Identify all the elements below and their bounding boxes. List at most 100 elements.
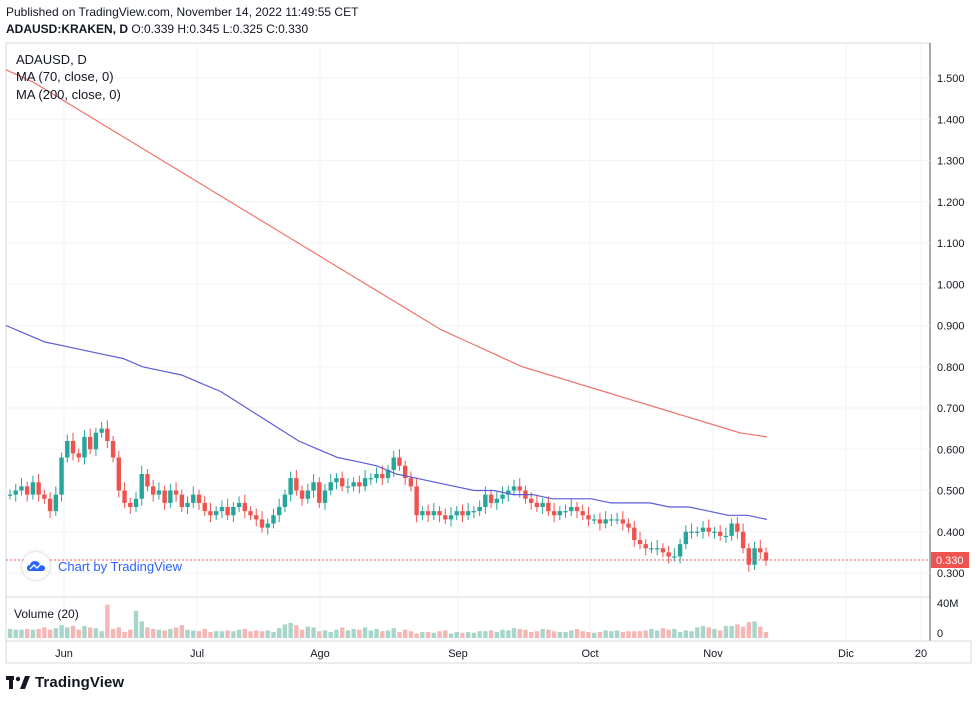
volume-bar — [156, 629, 162, 638]
volume-bar — [666, 629, 671, 638]
candle-body — [528, 498, 534, 503]
volume-bar — [637, 631, 643, 638]
candle-body — [402, 465, 408, 479]
volume-bar — [105, 604, 110, 638]
candle-body — [380, 474, 385, 479]
candle-body — [70, 441, 76, 454]
volume-bar — [122, 631, 127, 638]
volume-bar — [294, 625, 299, 638]
volume-bar — [357, 629, 362, 638]
volume-bar — [65, 627, 70, 638]
candle-body — [712, 531, 717, 533]
price-tick-label: 0.900 — [937, 321, 965, 333]
volume-bar — [683, 630, 689, 638]
candle-body — [162, 490, 167, 503]
time-tick-label: Oct — [581, 648, 598, 660]
volume-bar — [677, 631, 683, 638]
volume-bar — [162, 630, 167, 638]
volume-bar — [643, 630, 648, 638]
volume-bar — [317, 631, 322, 638]
volume-bar — [328, 631, 333, 638]
candle-body — [242, 502, 248, 512]
candle-body — [437, 511, 442, 516]
candle-body — [706, 527, 711, 532]
volume-bar — [87, 627, 93, 638]
candle-body — [546, 502, 551, 512]
tradingview-logo[interactable]: TradingView — [6, 674, 124, 691]
candle-body — [488, 494, 494, 503]
volume-bar — [717, 630, 723, 638]
volume-bars — [7, 604, 769, 638]
candle-body — [580, 511, 585, 516]
candle-body — [351, 482, 356, 487]
candle-body — [30, 482, 36, 495]
volume-bar — [746, 622, 752, 638]
candle-body — [317, 482, 322, 503]
volume-bar — [110, 628, 116, 638]
candle-body — [408, 478, 414, 487]
candle-body — [213, 511, 219, 516]
volume-bar — [99, 631, 104, 638]
tradingview-watermark[interactable]: Chart by TradingView — [22, 552, 182, 580]
candle-body — [746, 548, 752, 565]
volume-bar — [511, 628, 517, 638]
candle-body — [276, 507, 282, 516]
time-tick-label: Dic — [838, 648, 854, 660]
volume-bar — [219, 631, 225, 638]
candle-body — [494, 498, 500, 503]
volume-bar — [723, 625, 729, 638]
candle-body — [105, 428, 110, 441]
candle-body — [717, 531, 723, 536]
candle-body — [729, 523, 734, 536]
volume-bar — [196, 631, 202, 638]
volume-bar — [322, 630, 328, 638]
volume-bar — [47, 629, 53, 638]
volume-bar — [225, 630, 230, 638]
current-price-label: 0.330 — [936, 555, 964, 567]
candle-body — [448, 515, 454, 520]
candle-body — [116, 457, 122, 491]
candle-body — [76, 453, 81, 458]
volume-bar — [700, 625, 706, 638]
volume-bar — [374, 628, 379, 638]
candle-body — [19, 486, 24, 491]
candle-body — [465, 511, 471, 516]
price-tick-label: 0.400 — [937, 527, 965, 539]
candle-body — [683, 531, 689, 545]
current-price-tag: 0.330 — [931, 552, 969, 568]
logo-text: TradingView — [35, 674, 125, 691]
candle-body — [540, 502, 545, 507]
volume-bar — [179, 625, 185, 638]
volume-bar — [173, 627, 179, 638]
volume-bar — [139, 621, 144, 638]
candle-body — [500, 494, 505, 499]
candle-body — [259, 519, 265, 528]
volume-bar — [471, 632, 477, 638]
volume-bar — [706, 627, 711, 638]
volume-bar — [620, 631, 626, 638]
volume-bar — [248, 631, 253, 638]
tradingview-logo-icon — [6, 675, 30, 689]
volume-bar — [563, 631, 568, 638]
candle-body — [59, 457, 64, 495]
candle-body — [603, 519, 608, 524]
volume-bar — [540, 628, 545, 638]
candle-body — [7, 494, 13, 496]
candle-body — [460, 511, 465, 516]
volume-bar — [231, 631, 236, 638]
volume-bar — [477, 631, 482, 638]
watermark-text: Chart by TradingView — [58, 558, 183, 574]
volume-bar — [735, 624, 740, 638]
candle-body — [374, 474, 379, 479]
price-tick-label: 0.800 — [937, 362, 965, 374]
volume-bar — [36, 628, 41, 638]
volume-bar — [334, 629, 339, 638]
candle-body — [362, 478, 368, 487]
volume-bar — [53, 628, 59, 638]
candle-body — [202, 502, 207, 512]
volume-bar — [551, 631, 557, 638]
volume-bar — [19, 629, 24, 638]
volume-bar — [454, 631, 459, 638]
candle-body — [53, 494, 59, 512]
